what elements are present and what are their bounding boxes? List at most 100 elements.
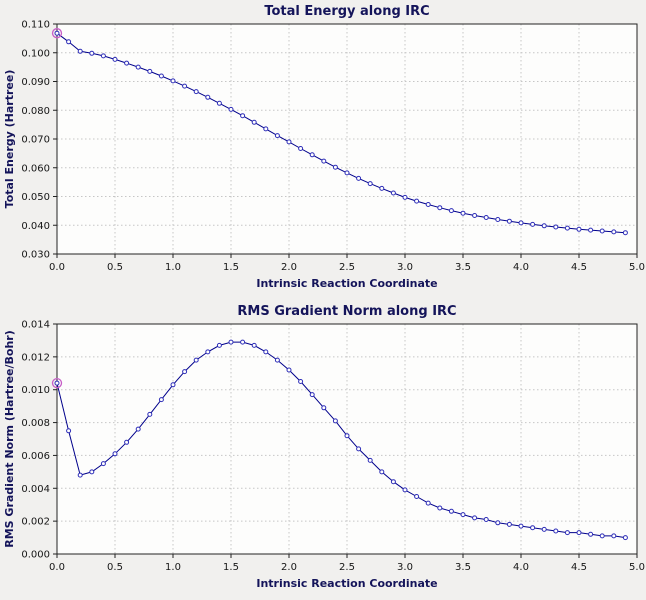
data-point-marker[interactable] [599,228,605,234]
data-point-marker[interactable] [112,451,118,457]
data-point-marker[interactable] [263,349,269,355]
data-point-marker[interactable] [564,225,570,231]
data-point-marker[interactable] [599,533,605,539]
data-point-marker[interactable] [193,89,199,95]
data-point-marker[interactable] [263,126,269,132]
data-point-marker[interactable] [182,83,188,89]
data-point-marker[interactable] [170,382,176,388]
data-point-marker[interactable] [321,158,327,164]
data-point-marker[interactable] [576,226,582,232]
data-point-marker[interactable] [112,56,118,62]
data-point-marker[interactable] [564,530,570,536]
data-point-marker[interactable] [425,202,431,207]
data-point-marker[interactable] [367,457,373,463]
data-point-marker[interactable] [216,342,222,348]
data-point-marker[interactable] [448,508,454,514]
data-point-marker[interactable] [553,528,559,534]
data-point-marker[interactable] [89,50,95,56]
data-point-marker[interactable] [332,418,338,424]
data-point-marker[interactable] [66,39,72,45]
data-point-marker[interactable] [182,369,188,375]
data-point-marker[interactable] [158,397,164,403]
data-point-marker[interactable] [274,357,280,363]
data-point-marker[interactable] [390,190,396,196]
data-point-marker[interactable] [216,100,222,106]
data-point-marker[interactable] [286,139,292,145]
data-point-marker[interactable] [147,68,153,74]
data-point-marker[interactable] [425,500,431,506]
data-point-marker[interactable] [460,210,466,216]
data-point-marker[interactable] [77,472,83,478]
selected-point-highlight[interactable] [51,28,63,39]
data-point-marker[interactable] [576,530,582,536]
data-point-marker[interactable] [472,515,478,521]
data-point-marker[interactable] [77,48,83,54]
data-point-marker[interactable] [588,227,594,233]
data-point-marker[interactable] [240,339,246,345]
data-point-marker[interactable] [54,380,60,386]
data-point-marker[interactable] [622,535,628,541]
data-point-marker[interactable] [54,30,60,36]
data-point-marker[interactable] [483,517,489,522]
data-point-marker[interactable] [530,221,536,227]
data-point-marker[interactable] [309,152,315,158]
data-point-marker[interactable] [622,230,628,236]
data-point-marker[interactable] [228,106,234,112]
data-point-marker[interactable] [89,469,95,475]
data-point-marker[interactable] [553,224,559,230]
data-point-marker[interactable] [124,60,130,66]
total-energy-plot-svg[interactable]: 0.0 0.5 1.0 1.5 2.0 2.5 3.0 3.5 4.0 4.5 5.0 0.030 0.… [0,0,646,300]
data-point-marker[interactable] [460,512,466,518]
data-point-marker[interactable] [344,170,350,176]
data-point-marker[interactable] [448,208,454,214]
data-point-marker[interactable] [251,342,257,348]
data-point-marker[interactable] [437,505,443,511]
data-point-marker[interactable] [298,379,304,384]
data-point-marker[interactable] [158,73,164,79]
data-point-marker[interactable] [356,446,362,452]
selected-point-highlight[interactable] [51,377,63,389]
data-point-marker[interactable] [472,213,478,218]
data-point-marker[interactable] [437,205,443,211]
data-point-marker[interactable] [286,367,292,373]
data-point-marker[interactable] [390,479,396,485]
data-point-marker[interactable] [100,461,106,467]
data-point-marker[interactable] [344,433,350,439]
data-point-marker[interactable] [530,525,536,531]
data-point-marker[interactable] [506,218,512,224]
data-point-marker[interactable] [379,469,385,475]
data-point-marker[interactable] [379,185,385,191]
data-point-marker[interactable] [541,526,547,532]
data-point-marker[interactable] [495,520,501,526]
data-point-marker[interactable] [170,78,176,84]
data-point-marker[interactable] [414,198,420,204]
data-point-marker[interactable] [506,521,512,527]
data-point-marker[interactable] [100,53,106,59]
data-point-marker[interactable] [66,428,72,434]
data-point-marker[interactable] [611,229,617,235]
data-point-marker[interactable] [611,533,617,539]
data-point-marker[interactable] [483,215,489,220]
data-point-marker[interactable] [309,392,315,398]
data-point-marker[interactable] [321,405,327,411]
data-point-marker[interactable] [541,223,547,229]
data-point-marker[interactable] [240,113,246,119]
data-point-marker[interactable] [135,64,141,70]
data-point-marker[interactable] [228,339,234,345]
data-point-marker[interactable] [205,349,211,355]
data-point-marker[interactable] [367,181,373,187]
data-point-marker[interactable] [332,164,338,170]
data-point-marker[interactable] [402,487,408,493]
data-point-marker[interactable] [274,133,280,139]
data-point-marker[interactable] [147,411,153,417]
rms-gradient-plot-svg[interactable]: 0.0 0.5 1.0 1.5 2.0 2.5 3.0 3.5 4.0 4.5 5.0 0.000 0.… [0,300,646,600]
data-point-marker[interactable] [298,146,304,151]
data-point-marker[interactable] [518,523,524,529]
data-point-marker[interactable] [495,217,501,222]
data-point-marker[interactable] [356,175,362,181]
data-point-marker[interactable] [588,531,594,537]
data-point-marker[interactable] [518,220,524,226]
data-point-marker[interactable] [193,357,199,363]
data-point-marker[interactable] [402,194,408,200]
data-point-marker[interactable] [205,94,211,100]
